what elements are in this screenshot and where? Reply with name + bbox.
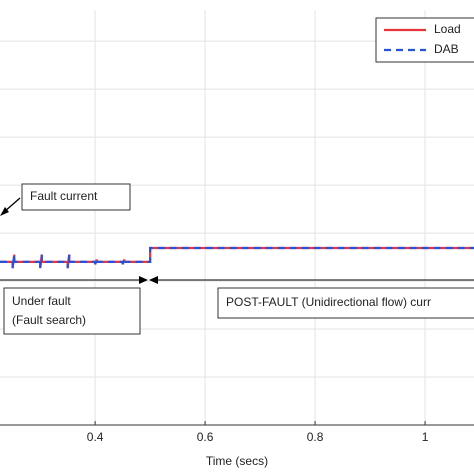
arrow-head [0,207,9,216]
grid [0,10,474,426]
arrow-head [139,276,148,284]
annotation-box [21,183,131,211]
legend [375,17,474,63]
x-tick-label: 0.4 [87,430,104,444]
series-line [0,246,474,269]
arrow-head [149,276,158,284]
annotation: Fault current [30,189,98,203]
annotation-box [217,287,474,319]
annotation-box [3,287,141,335]
legend-label: DAB [434,42,459,56]
annotation: Under fault [12,294,71,308]
legend-entries: Load DAB [384,22,461,56]
x-tick-label: 1 [422,430,429,444]
legend-label: Load [434,22,461,36]
annotation: POST-FAULT (Unidirectional flow) curr [226,295,431,309]
x-tick-label: 0.8 [307,430,324,444]
x-axis-label: Time (secs) [206,454,268,468]
x-tick-label: 0.6 [197,430,214,444]
annotation: (Fault search) [12,313,86,327]
plot-lines [0,246,474,269]
series-line [0,246,474,269]
